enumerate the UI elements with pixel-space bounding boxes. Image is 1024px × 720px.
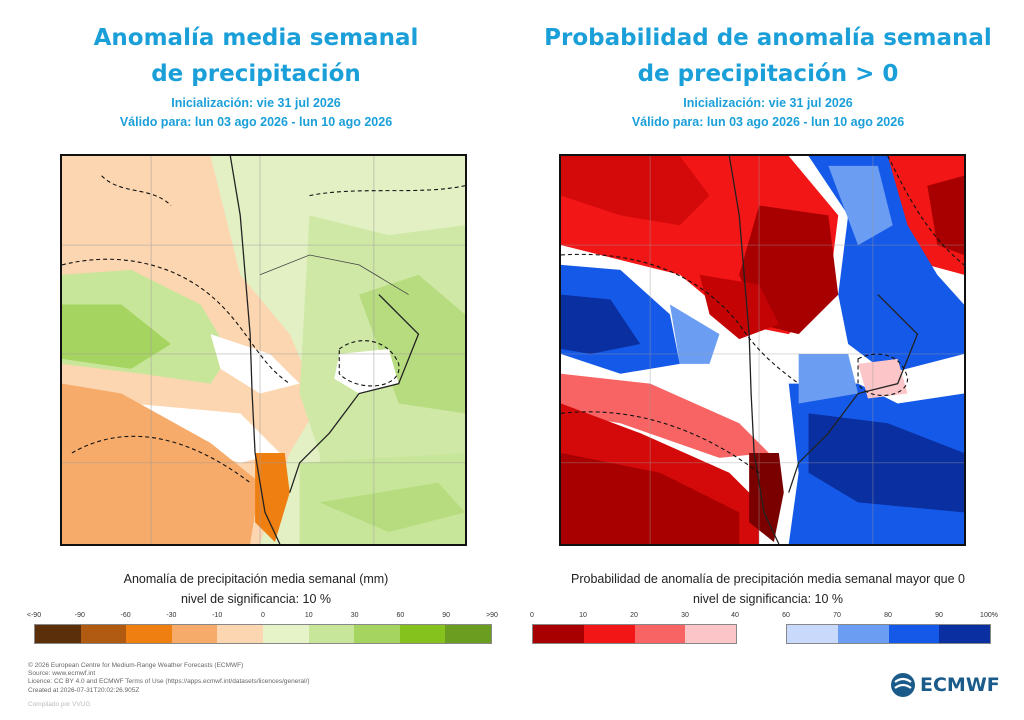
probability-legend-ticks: 0 10 20 30 40 60 70 80 90 100% xyxy=(530,612,998,624)
anomaly-significance: nivel de significancia: 10 % xyxy=(180,592,332,606)
ecmwf-logo-icon xyxy=(891,673,915,697)
probability-title: Probabilidad de anomalía semanal de prec… xyxy=(512,20,1024,92)
anomaly-legend-swatch xyxy=(126,625,172,643)
credits-licence: Licence: CC BY 4.0 and ECMWF Terms of Us… xyxy=(28,678,310,686)
probability-legend-swatch xyxy=(888,625,940,643)
probability-legend-tick: 30 xyxy=(681,612,689,619)
anomaly-legend-tick: 90 xyxy=(442,612,451,619)
anomaly-legend-ticks: <-90 -90 -60 -30 -10 0 10 30 60 90 >90 xyxy=(26,612,498,624)
anomaly-legend-bar xyxy=(34,624,492,644)
ecmwf-logo-text: ECMWF xyxy=(920,674,1000,696)
probability-legend-tick: 60 xyxy=(782,612,790,619)
anomaly-legend-tick: -90 xyxy=(74,612,85,619)
probability-legend-tick: 20 xyxy=(630,612,638,619)
probability-legend-swatch xyxy=(837,625,889,643)
anomaly-valid-range: Válido para: lun 03 ago 2026 - lun 10 ag… xyxy=(119,115,393,129)
probability-legend-swatch xyxy=(939,625,990,643)
probability-legend-tick: 40 xyxy=(731,612,739,619)
probability-significance: nivel de significancia: 10 % xyxy=(692,592,844,606)
anomaly-legend-tick: >90 xyxy=(486,612,498,619)
anomaly-legend-tick: -30 xyxy=(166,612,177,619)
credits-source: Source: www.ecmwf.int xyxy=(28,670,96,678)
probability-legend-swatch xyxy=(533,625,584,643)
probability-title-line2: de precipitación > 0 xyxy=(637,61,899,87)
probability-legend-swatch xyxy=(787,625,838,643)
probability-map xyxy=(559,154,966,546)
credits: © 2026 European Centre for Medium-Range … xyxy=(28,662,310,709)
anomaly-title-line2: de precipitación xyxy=(151,61,361,87)
anomaly-legend-tick: -10 xyxy=(212,612,223,619)
anomaly-legend: <-90 -90 -60 -30 -10 0 10 30 60 90 >90 xyxy=(26,612,498,652)
probability-legend-bar-blue xyxy=(786,624,991,644)
credits-copyright: © 2026 European Centre for Medium-Range … xyxy=(28,662,244,669)
anomaly-legend-swatch xyxy=(217,625,263,643)
anomaly-legend-tick: -60 xyxy=(120,612,131,619)
probability-legend-tick: 90 xyxy=(935,612,943,619)
anomaly-title: Anomalía media semanal de precipitación xyxy=(0,20,512,92)
anomaly-legend-tick: 10 xyxy=(304,612,313,619)
anomaly-legend-tick: 0 xyxy=(261,612,265,619)
anomaly-legend-swatch xyxy=(80,625,127,643)
anomaly-title-line1: Anomalía media semanal xyxy=(93,25,419,51)
probability-legend-swatch xyxy=(685,625,736,643)
anomaly-legend-swatch xyxy=(262,625,309,643)
probability-legend-tick: 10 xyxy=(579,612,587,619)
anomaly-legend-swatch xyxy=(354,625,400,643)
anomaly-legend-tick: <-90 xyxy=(26,612,42,619)
anomaly-map xyxy=(60,154,467,546)
anomaly-legend-swatch xyxy=(35,625,81,643)
anomaly-caption: Anomalía de precipitación media semanal … xyxy=(123,572,389,586)
anomaly-legend-tick: 60 xyxy=(396,612,405,619)
probability-legend-swatch xyxy=(634,625,686,643)
anomaly-legend-swatch xyxy=(445,625,491,643)
probability-legend-swatch xyxy=(583,625,635,643)
credits-compiled-by: Compilado por VVUG xyxy=(28,700,91,708)
ecmwf-logo: ECMWF xyxy=(890,672,1000,698)
anomaly-panel: Anomalía media semanal de precipitación … xyxy=(0,0,512,660)
probability-legend-bar-red xyxy=(532,624,737,644)
probability-legend-tick: 0 xyxy=(530,612,534,619)
probability-panel: Probabilidad de anomalía semanal de prec… xyxy=(512,0,1024,660)
probability-title-line1: Probabilidad de anomalía semanal xyxy=(544,25,992,51)
credits-created: Created at 2026-07-31T20:02:26.905Z xyxy=(28,686,140,694)
probability-caption: Probabilidad de anomalía de precipitació… xyxy=(571,572,965,586)
anomaly-legend-swatch xyxy=(171,625,218,643)
probability-valid-range: Válido para: lun 03 ago 2026 - lun 10 ag… xyxy=(631,115,905,129)
probability-legend: 0 10 20 30 40 60 70 80 90 100% xyxy=(530,612,998,652)
probability-legend-tick: 70 xyxy=(833,612,841,619)
anomaly-init-date: Inicialización: vie 31 jul 2026 xyxy=(171,96,341,110)
probability-legend-tick: 100% xyxy=(980,612,998,619)
anomaly-legend-swatch xyxy=(399,625,446,643)
probability-init-date: Inicialización: vie 31 jul 2026 xyxy=(683,96,853,110)
anomaly-legend-tick: 30 xyxy=(350,612,359,619)
anomaly-legend-swatch xyxy=(308,625,355,643)
probability-legend-tick: 80 xyxy=(884,612,892,619)
